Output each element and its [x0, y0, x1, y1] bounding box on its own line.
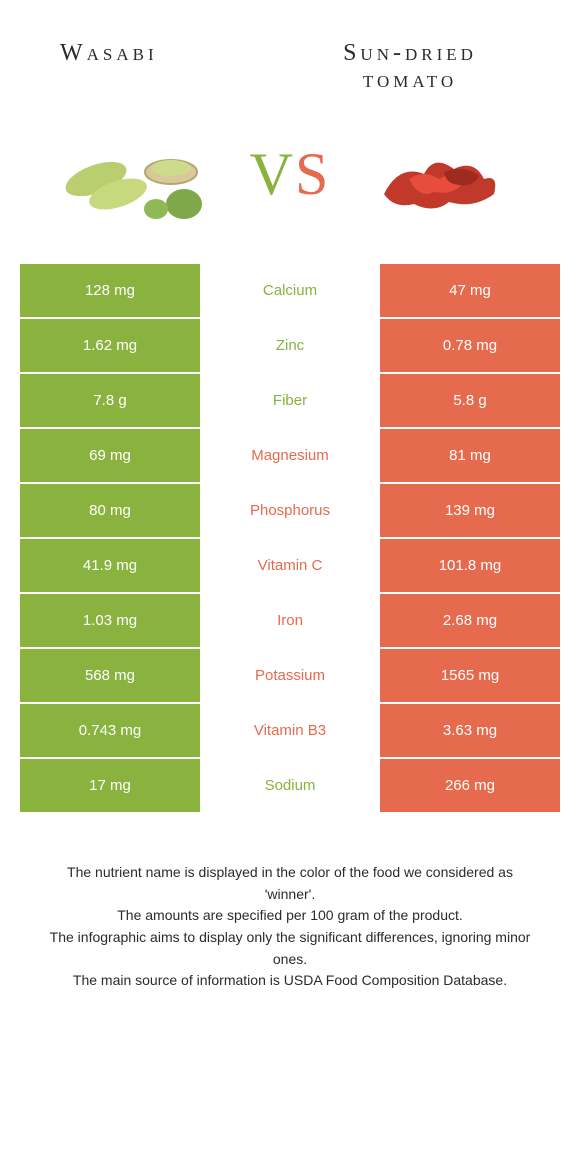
vs-v: V — [250, 141, 295, 207]
value-left: 568 mg — [20, 649, 200, 702]
nutrient-label: Vitamin C — [200, 539, 380, 592]
footer-line-2: The amounts are specified per 100 gram o… — [40, 905, 540, 927]
header: Wasabi Sun-dried tomato — [0, 0, 580, 114]
value-right: 3.63 mg — [380, 704, 560, 757]
nutrient-label: Sodium — [200, 759, 380, 812]
table-row: 128 mgCalcium47 mg — [20, 264, 560, 319]
nutrient-table: 128 mgCalcium47 mg1.62 mgZinc0.78 mg7.8 … — [20, 264, 560, 814]
value-left: 41.9 mg — [20, 539, 200, 592]
nutrient-label: Vitamin B3 — [200, 704, 380, 757]
footer: The nutrient name is displayed in the co… — [0, 814, 580, 992]
value-right: 0.78 mg — [380, 319, 560, 372]
nutrient-label: Potassium — [200, 649, 380, 702]
value-left: 1.62 mg — [20, 319, 200, 372]
tomato-image — [354, 124, 524, 224]
title-left: Wasabi — [60, 40, 158, 67]
title-right: Sun-dried tomato — [300, 40, 520, 94]
nutrient-label: Zinc — [200, 319, 380, 372]
value-right: 47 mg — [380, 264, 560, 317]
table-row: 0.743 mgVitamin B33.63 mg — [20, 704, 560, 759]
wasabi-image — [56, 124, 226, 224]
value-right: 101.8 mg — [380, 539, 560, 592]
value-left: 1.03 mg — [20, 594, 200, 647]
value-left: 69 mg — [20, 429, 200, 482]
table-row: 568 mgPotassium1565 mg — [20, 649, 560, 704]
table-row: 69 mgMagnesium81 mg — [20, 429, 560, 484]
footer-line-1: The nutrient name is displayed in the co… — [40, 862, 540, 905]
value-right: 1565 mg — [380, 649, 560, 702]
value-left: 128 mg — [20, 264, 200, 317]
vs-s: S — [295, 141, 330, 207]
value-right: 81 mg — [380, 429, 560, 482]
table-row: 80 mgPhosphorus139 mg — [20, 484, 560, 539]
value-left: 80 mg — [20, 484, 200, 537]
vs-row: VS — [0, 114, 580, 264]
nutrient-label: Phosphorus — [200, 484, 380, 537]
vs-label: VS — [250, 140, 331, 209]
value-right: 139 mg — [380, 484, 560, 537]
nutrient-label: Magnesium — [200, 429, 380, 482]
value-right: 266 mg — [380, 759, 560, 812]
nutrient-label: Iron — [200, 594, 380, 647]
nutrient-label: Calcium — [200, 264, 380, 317]
table-row: 1.03 mgIron2.68 mg — [20, 594, 560, 649]
value-left: 7.8 g — [20, 374, 200, 427]
nutrient-label: Fiber — [200, 374, 380, 427]
value-left: 0.743 mg — [20, 704, 200, 757]
value-left: 17 mg — [20, 759, 200, 812]
value-right: 5.8 g — [380, 374, 560, 427]
table-row: 17 mgSodium266 mg — [20, 759, 560, 814]
footer-line-3: The infographic aims to display only the… — [40, 927, 540, 970]
footer-line-4: The main source of information is USDA F… — [40, 970, 540, 992]
table-row: 41.9 mgVitamin C101.8 mg — [20, 539, 560, 594]
value-right: 2.68 mg — [380, 594, 560, 647]
table-row: 7.8 gFiber5.8 g — [20, 374, 560, 429]
table-row: 1.62 mgZinc0.78 mg — [20, 319, 560, 374]
